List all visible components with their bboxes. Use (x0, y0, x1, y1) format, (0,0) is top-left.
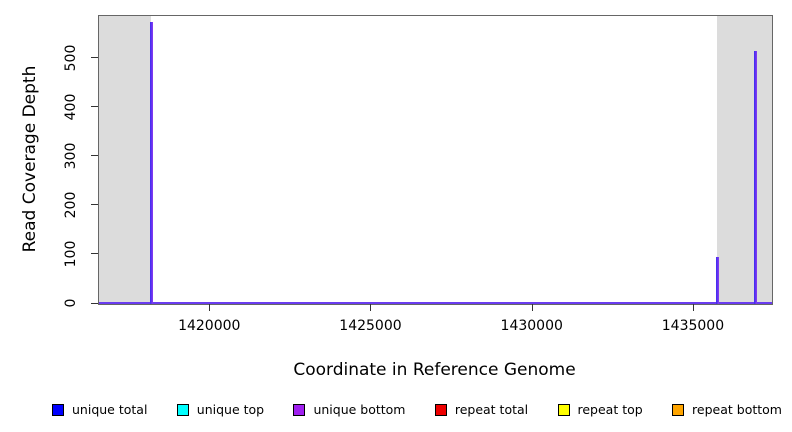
legend-label: unique bottom (313, 402, 406, 417)
y-tick-label: 100 (63, 240, 79, 268)
legend-swatch (176, 404, 189, 416)
x-tick-mark (531, 304, 533, 311)
legend: unique total unique top unique bottom repea… (52, 400, 782, 420)
x-tick-mark (209, 304, 211, 311)
y-tick-label: 400 (63, 93, 79, 121)
y-tick-mark (91, 253, 98, 255)
legend-item: repeat total (434, 402, 529, 417)
legend-swatch (557, 404, 570, 416)
x-axis: 1420000 1425000 1430000 1435000 (98, 304, 771, 344)
x-tick-mark (692, 304, 694, 311)
coverage-baseline (99, 302, 772, 304)
legend-item: unique bottom (293, 402, 406, 417)
legend-label: repeat total (454, 402, 529, 417)
plot-area (98, 15, 773, 305)
coverage-spike (149, 21, 153, 304)
y-tick-mark (91, 57, 98, 59)
y-tick-label: 200 (63, 191, 79, 219)
y-tick-mark (91, 155, 98, 157)
y-tick-mark (91, 204, 98, 206)
masked-region-band (716, 16, 772, 304)
legend-label: repeat top (577, 402, 643, 417)
masked-region-band (99, 16, 151, 304)
y-tick-mark (91, 302, 98, 304)
legend-label: unique top (196, 402, 265, 417)
legend-item: repeat top (557, 402, 643, 417)
legend-label: unique total (72, 402, 148, 417)
x-tick-label: 1430000 (500, 318, 563, 334)
legend-item: repeat bottom (672, 403, 782, 417)
legend-swatch (293, 404, 306, 416)
x-tick-label: 1425000 (339, 318, 402, 334)
legend-swatch (434, 404, 447, 416)
x-tick-mark (370, 304, 372, 311)
legend-swatch (672, 404, 685, 416)
x-tick-label: 1420000 (178, 318, 241, 334)
coverage-spike (715, 257, 719, 304)
legend-label: repeat bottom (692, 402, 782, 417)
coverage-spike (754, 51, 758, 304)
legend-item: unique top (176, 402, 265, 417)
y-axis: 0 100 200 300 400 500 (0, 15, 98, 307)
y-tick-mark (91, 106, 98, 108)
x-axis-title: Coordinate in Reference Genome (293, 360, 576, 380)
y-tick-label: 500 (63, 44, 79, 72)
legend-swatch (52, 404, 64, 416)
x-tick-label: 1435000 (661, 318, 725, 334)
legend-item: unique total (52, 403, 147, 417)
y-tick-label: 0 (63, 298, 79, 308)
y-tick-label: 300 (63, 142, 79, 170)
